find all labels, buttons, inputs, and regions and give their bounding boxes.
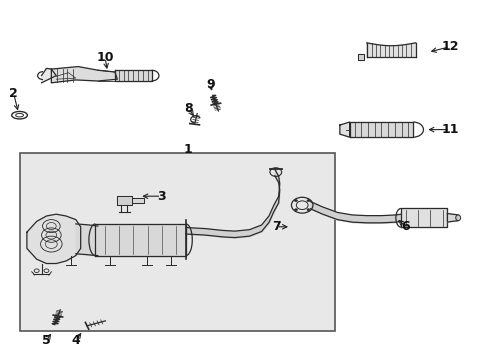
Polygon shape	[357, 54, 364, 60]
Text: 3: 3	[157, 190, 165, 203]
Text: 12: 12	[440, 40, 458, 53]
Circle shape	[294, 209, 297, 211]
Bar	[20, 153, 334, 331]
Circle shape	[306, 199, 309, 202]
Circle shape	[294, 199, 297, 202]
Text: 1: 1	[183, 143, 192, 156]
Polygon shape	[115, 70, 151, 81]
Text: 5: 5	[42, 334, 51, 347]
Text: 2: 2	[9, 87, 18, 100]
Polygon shape	[366, 43, 415, 57]
Text: 10: 10	[96, 51, 114, 64]
Polygon shape	[27, 214, 81, 264]
Polygon shape	[117, 196, 132, 205]
Polygon shape	[41, 68, 56, 83]
Text: 4: 4	[71, 334, 80, 347]
Polygon shape	[51, 67, 117, 83]
Polygon shape	[132, 198, 144, 203]
Text: 6: 6	[401, 220, 409, 233]
Text: 7: 7	[271, 220, 280, 233]
Polygon shape	[95, 224, 185, 256]
Polygon shape	[447, 213, 457, 222]
Text: 9: 9	[205, 78, 214, 91]
Text: 11: 11	[440, 123, 458, 136]
Text: 8: 8	[183, 102, 192, 114]
Polygon shape	[400, 208, 447, 227]
Circle shape	[306, 209, 309, 211]
Ellipse shape	[455, 215, 460, 221]
Polygon shape	[349, 122, 412, 137]
Polygon shape	[339, 122, 349, 137]
